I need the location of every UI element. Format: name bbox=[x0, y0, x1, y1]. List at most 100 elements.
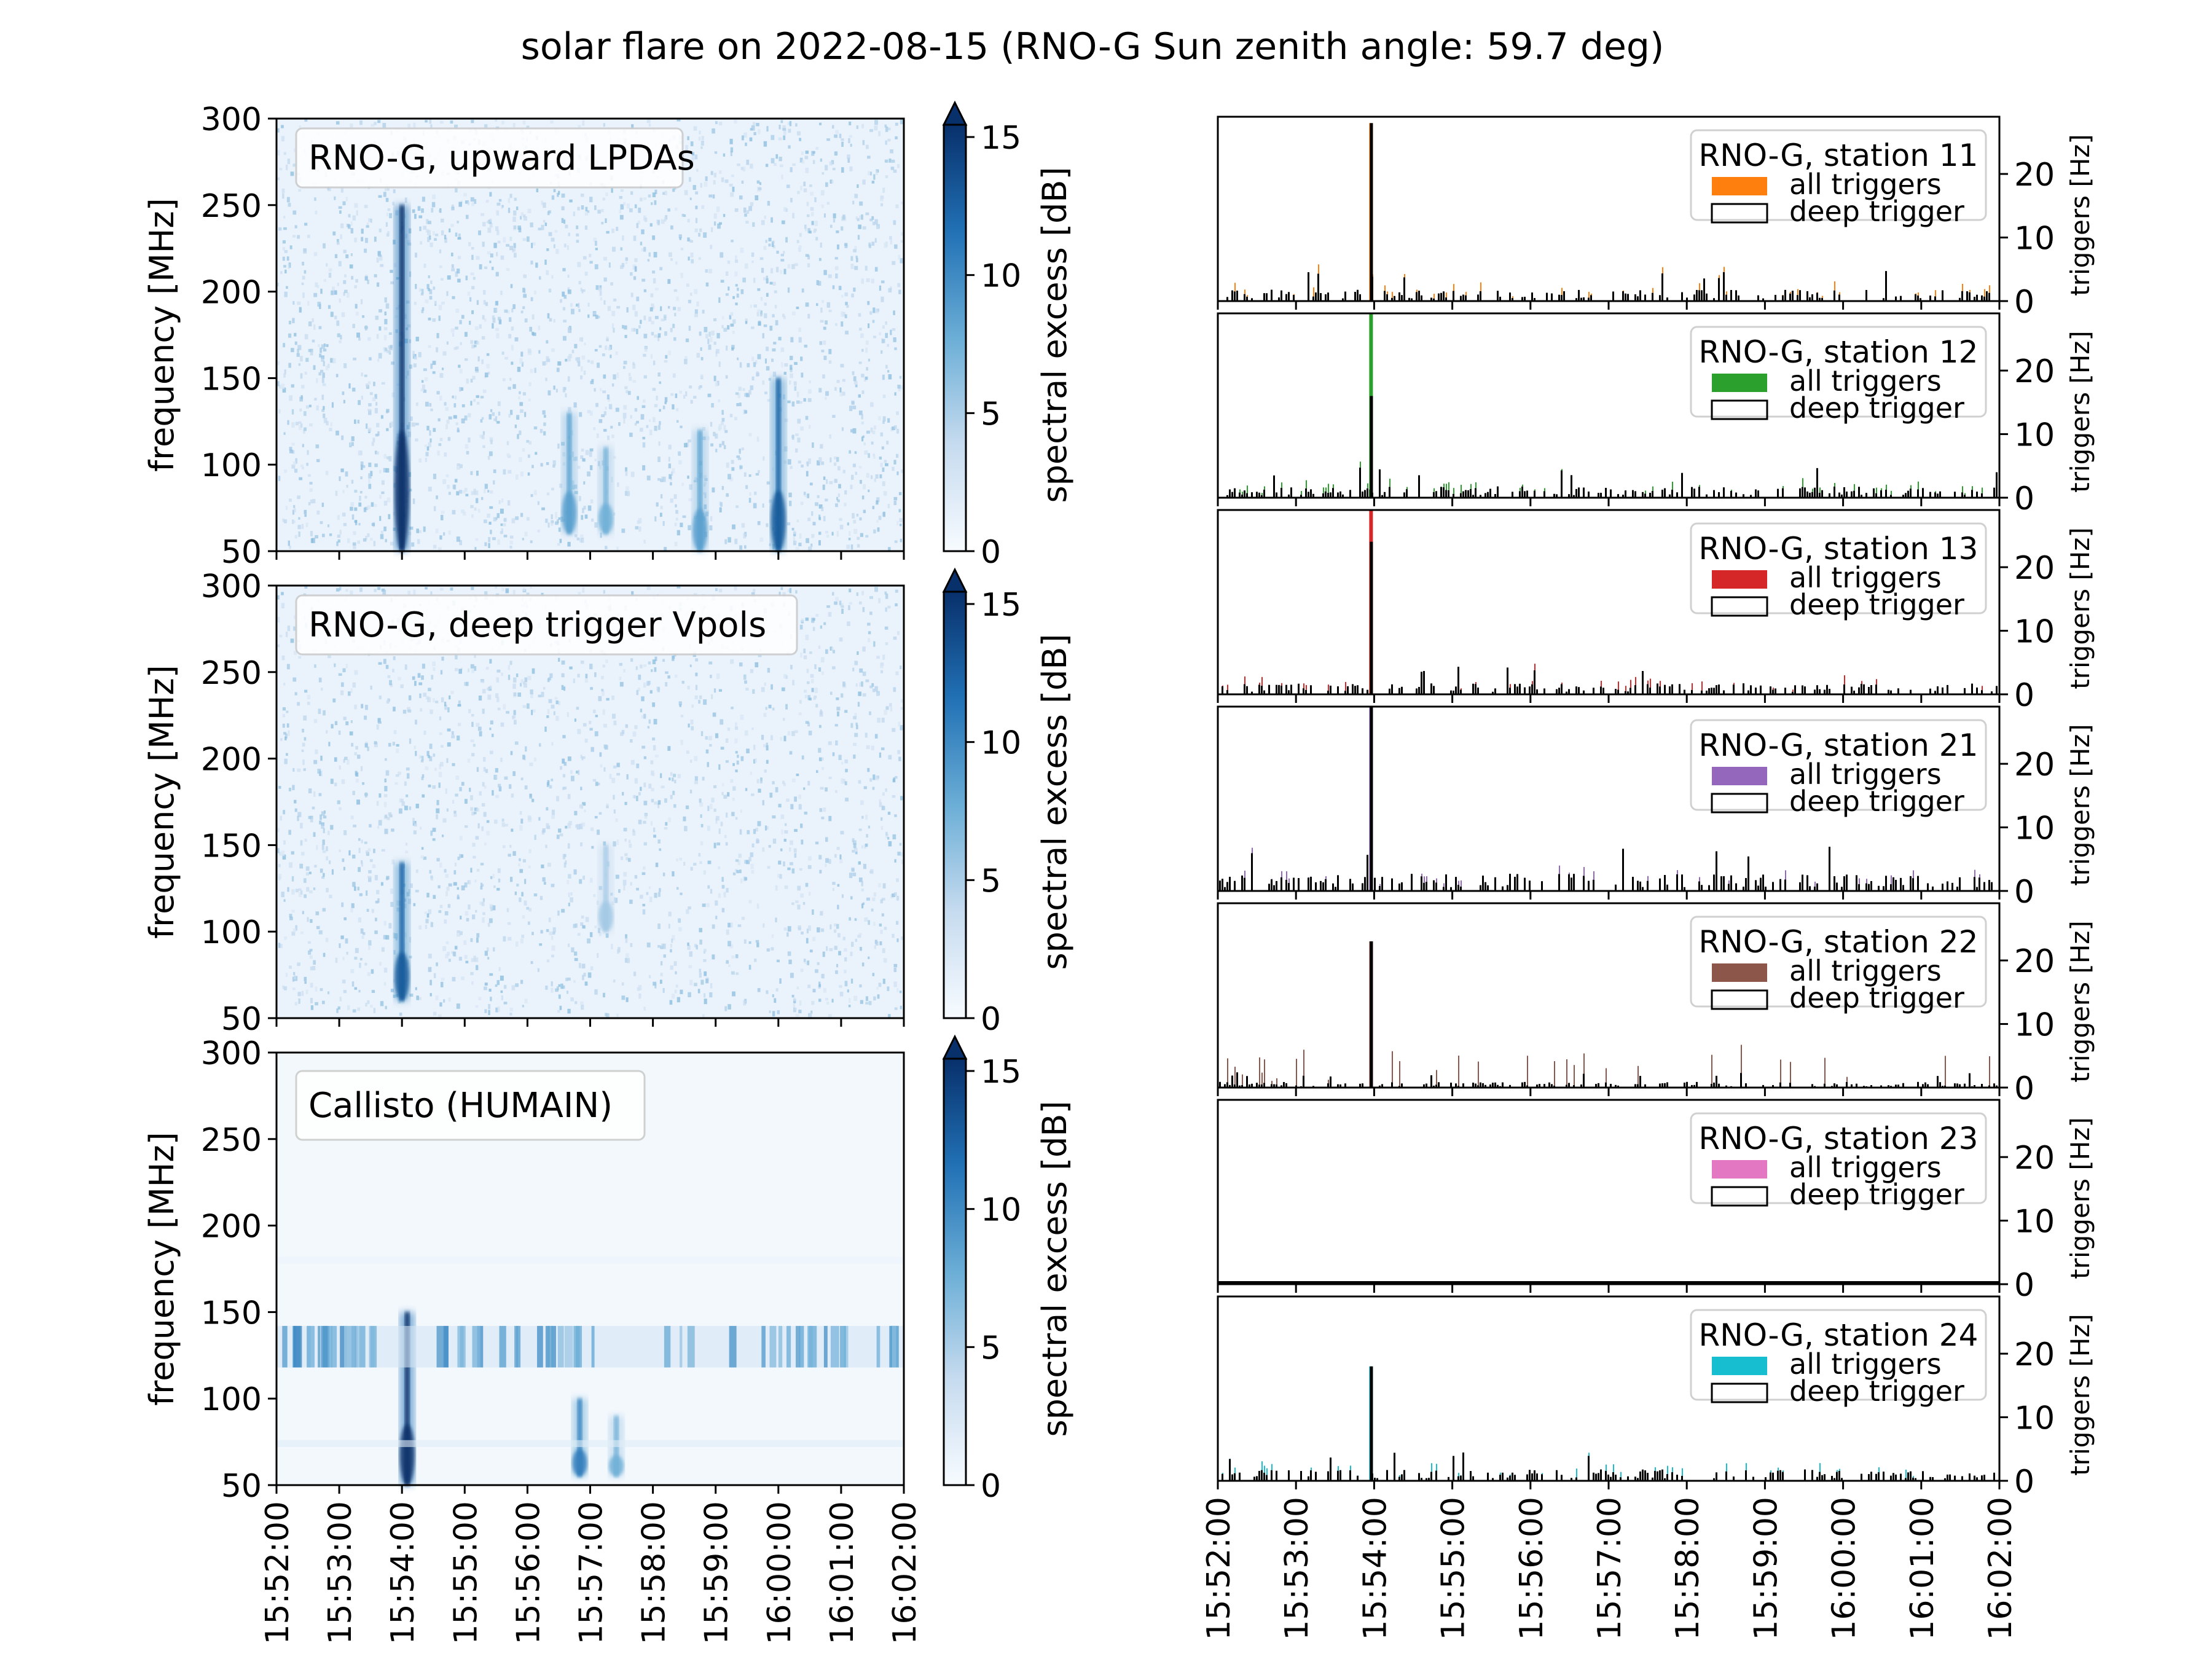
noise-pixel bbox=[368, 876, 372, 882]
noise-pixel bbox=[726, 462, 729, 468]
noise-pixel bbox=[870, 475, 873, 479]
noise-pixel bbox=[440, 587, 444, 591]
noise-pixel bbox=[474, 198, 477, 204]
noise-pixel bbox=[420, 708, 423, 712]
noise-pixel bbox=[325, 938, 329, 943]
noise-pixel bbox=[579, 412, 582, 417]
noise-pixel bbox=[745, 318, 748, 323]
noise-pixel bbox=[712, 487, 715, 493]
noise-pixel bbox=[771, 934, 774, 938]
noise-pixel bbox=[861, 436, 864, 442]
noise-pixel bbox=[307, 300, 310, 306]
noise-pixel bbox=[849, 166, 853, 171]
noise-pixel bbox=[648, 419, 651, 422]
noise-pixel bbox=[873, 641, 876, 647]
noise-pixel bbox=[732, 331, 735, 334]
noise-pixel bbox=[783, 718, 785, 721]
noise-pixel bbox=[882, 978, 885, 984]
noise-pixel bbox=[720, 252, 724, 258]
noise-pixel bbox=[467, 758, 471, 763]
noise-pixel bbox=[528, 865, 531, 869]
noise-pixel bbox=[522, 587, 526, 592]
noise-pixel bbox=[331, 402, 334, 408]
noise-pixel bbox=[806, 669, 809, 673]
noise-pixel bbox=[611, 696, 615, 700]
noise-pixel bbox=[342, 391, 345, 395]
noise-pixel bbox=[610, 425, 613, 429]
noise-pixel bbox=[745, 143, 747, 146]
noise-pixel bbox=[866, 897, 870, 901]
panel-label-box bbox=[295, 127, 684, 189]
noise-pixel bbox=[616, 546, 619, 552]
noise-pixel bbox=[641, 696, 645, 702]
noise-pixel bbox=[452, 395, 454, 399]
noise-pixel bbox=[567, 756, 571, 761]
noise-pixel bbox=[698, 386, 701, 390]
noise-pixel bbox=[482, 917, 485, 923]
noise-pixel bbox=[477, 823, 480, 829]
noise-pixel bbox=[603, 411, 606, 415]
noise-pixel bbox=[301, 749, 304, 753]
noise-pixel bbox=[858, 313, 861, 317]
noise-pixel bbox=[519, 358, 523, 364]
noise-pixel bbox=[695, 684, 698, 691]
noise-pixel bbox=[642, 909, 646, 915]
noise-pixel bbox=[510, 751, 513, 755]
noise-pixel bbox=[374, 741, 377, 745]
noise-pixel bbox=[337, 515, 340, 520]
noise-pixel bbox=[482, 390, 487, 393]
noise-pixel bbox=[896, 987, 899, 992]
band-stripe bbox=[307, 1325, 315, 1368]
noise-pixel bbox=[439, 862, 442, 868]
noise-pixel bbox=[386, 350, 390, 353]
noise-pixel bbox=[758, 129, 761, 135]
noise-pixel bbox=[352, 215, 356, 221]
noise-pixel bbox=[606, 337, 609, 342]
noise-pixel bbox=[775, 787, 779, 793]
noise-pixel bbox=[482, 241, 485, 247]
noise-pixel bbox=[430, 591, 433, 596]
noise-pixel bbox=[375, 900, 378, 904]
noise-pixel bbox=[626, 390, 629, 394]
noise-pixel bbox=[662, 192, 665, 195]
noise-pixel bbox=[569, 666, 573, 670]
noise-pixel bbox=[611, 944, 613, 950]
noise-pixel bbox=[721, 441, 725, 445]
noise-pixel bbox=[334, 782, 337, 786]
noise-pixel bbox=[393, 707, 396, 712]
noise-pixel bbox=[839, 133, 842, 138]
noise-pixel bbox=[393, 656, 396, 661]
y-tick-label: 50 bbox=[221, 1468, 262, 1505]
noise-pixel bbox=[335, 430, 339, 436]
noise-pixel bbox=[563, 686, 566, 691]
noise-pixel bbox=[293, 626, 296, 631]
noise-pixel bbox=[496, 513, 500, 519]
noise-pixel bbox=[381, 849, 385, 852]
noise-pixel bbox=[452, 484, 456, 489]
noise-pixel bbox=[638, 985, 642, 990]
noise-pixel bbox=[844, 957, 847, 962]
noise-pixel bbox=[448, 997, 451, 1002]
noise-pixel bbox=[768, 237, 772, 241]
noise-pixel bbox=[423, 368, 427, 371]
noise-pixel bbox=[453, 415, 457, 419]
noise-pixel bbox=[893, 967, 897, 973]
noise-pixel bbox=[320, 288, 323, 294]
noise-pixel bbox=[794, 362, 798, 365]
noise-pixel bbox=[787, 867, 791, 871]
noise-pixel bbox=[794, 829, 798, 832]
noise-pixel bbox=[901, 202, 903, 205]
noise-pixel bbox=[466, 917, 469, 922]
noise-pixel bbox=[493, 243, 497, 248]
noise-pixel bbox=[833, 213, 836, 219]
noise-pixel bbox=[811, 511, 814, 516]
noise-pixel bbox=[858, 861, 861, 865]
noise-pixel bbox=[673, 307, 677, 310]
noise-pixel bbox=[304, 371, 307, 375]
noise-pixel bbox=[480, 419, 483, 423]
noise-pixel bbox=[644, 813, 648, 819]
noise-pixel bbox=[674, 313, 677, 316]
noise-pixel bbox=[501, 818, 504, 822]
noise-pixel bbox=[879, 457, 882, 460]
noise-pixel bbox=[483, 300, 486, 305]
